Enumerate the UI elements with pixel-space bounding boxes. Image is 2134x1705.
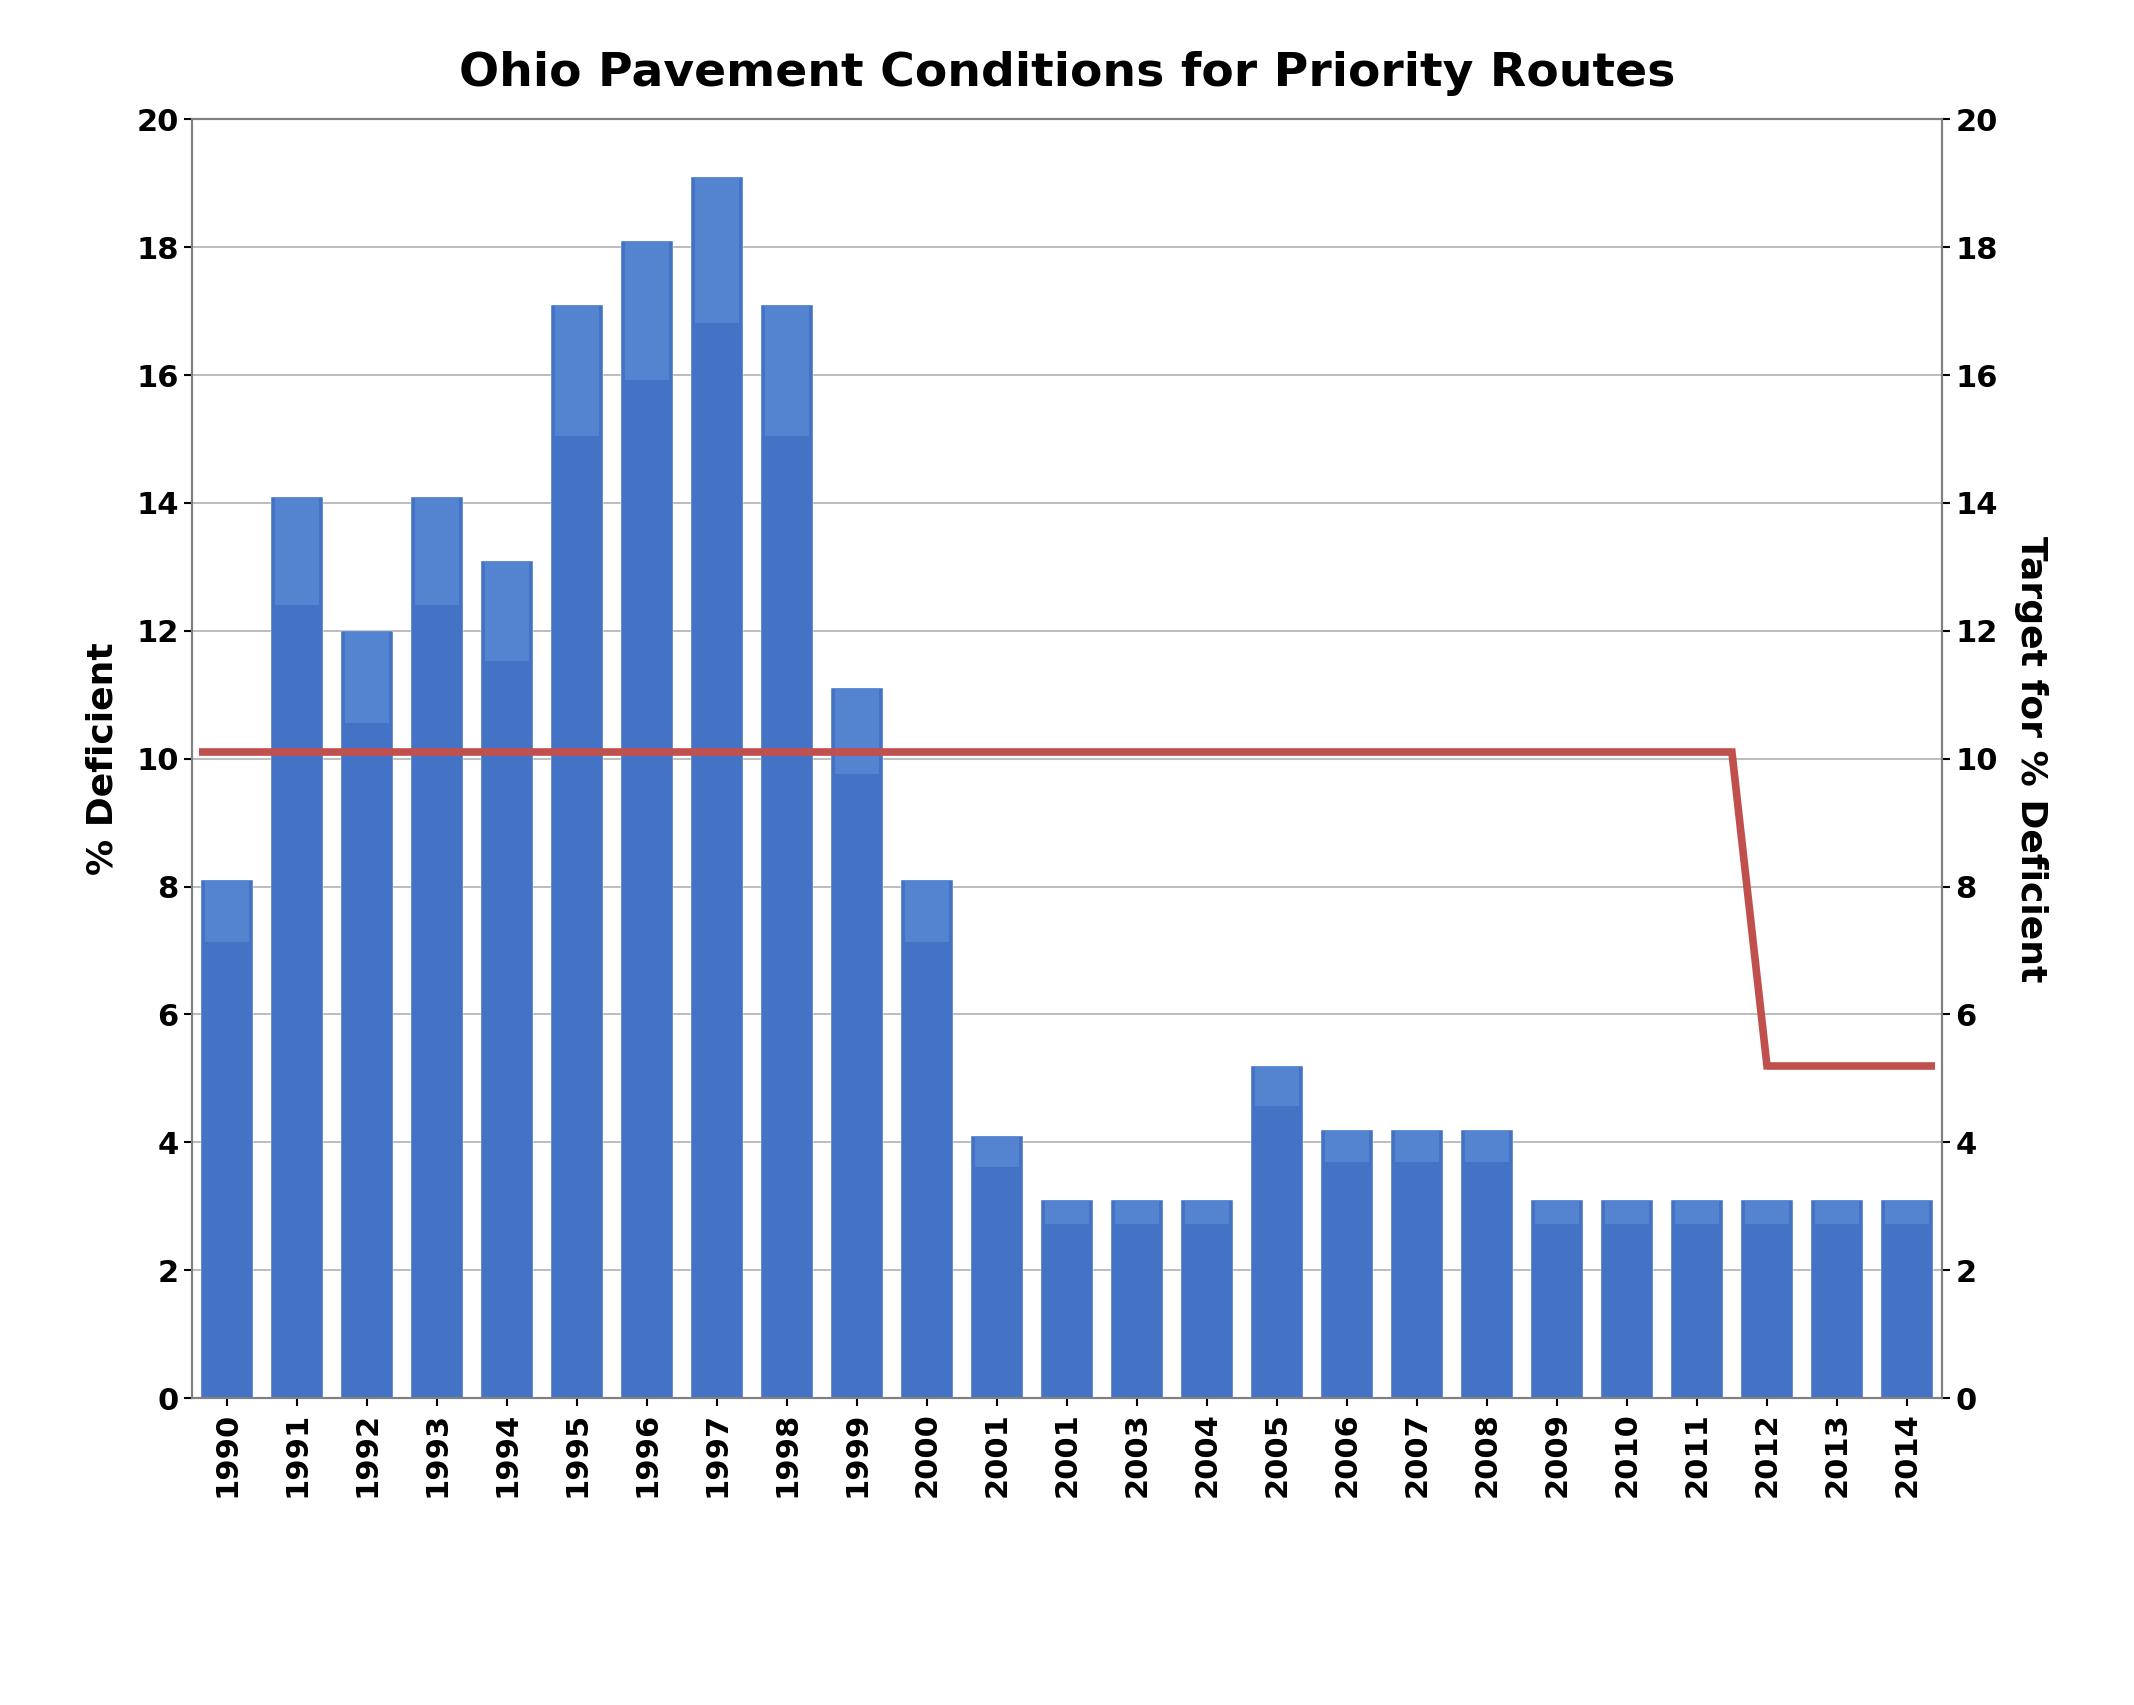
Bar [1396,1129,1438,1161]
Bar [621,240,674,1398]
Bar [1534,1200,1579,1224]
Bar [1462,1129,1513,1398]
Bar [830,689,883,1398]
Bar [971,1136,1024,1398]
Bar [1112,1200,1163,1398]
Bar [1530,1200,1583,1398]
Bar [412,496,463,1398]
Bar [1746,1200,1788,1224]
Bar [1184,1200,1229,1224]
Bar [205,880,250,943]
Bar [1812,1200,1863,1398]
Bar [1046,1200,1088,1224]
Bar [691,177,743,1398]
Bar [1814,1200,1859,1224]
Bar [346,631,388,723]
Bar [1675,1200,1720,1224]
Bar [764,305,809,436]
Bar [414,496,459,605]
Bar [975,1136,1020,1168]
Bar [625,240,670,380]
Title: Ohio Pavement Conditions for Priority Routes: Ohio Pavement Conditions for Priority Ro… [459,51,1675,95]
Bar [1391,1129,1443,1398]
Y-axis label: % Deficient: % Deficient [85,643,120,875]
Bar [1600,1200,1654,1398]
Bar [905,880,950,943]
Bar [901,880,954,1398]
Bar [1041,1200,1093,1398]
Bar [1255,1066,1300,1105]
Bar [1671,1200,1724,1398]
Bar [201,880,254,1398]
Bar [1880,1200,1933,1398]
Y-axis label: Target for % Deficient: Target for % Deficient [2014,535,2049,982]
Bar [1741,1200,1793,1398]
Bar [484,561,529,662]
Bar [1884,1200,1929,1224]
Bar [1605,1200,1650,1224]
Bar [341,631,393,1398]
Bar [1114,1200,1159,1224]
Bar [762,305,813,1398]
Bar [1325,1129,1370,1161]
Bar [480,561,534,1398]
Bar [1180,1200,1233,1398]
Bar [696,177,738,324]
Bar [1321,1129,1374,1398]
Bar [1464,1129,1509,1161]
Bar [555,305,600,436]
Bar [834,689,879,774]
Bar [551,305,604,1398]
Bar [275,496,320,605]
Bar [1251,1066,1304,1398]
Bar [271,496,324,1398]
